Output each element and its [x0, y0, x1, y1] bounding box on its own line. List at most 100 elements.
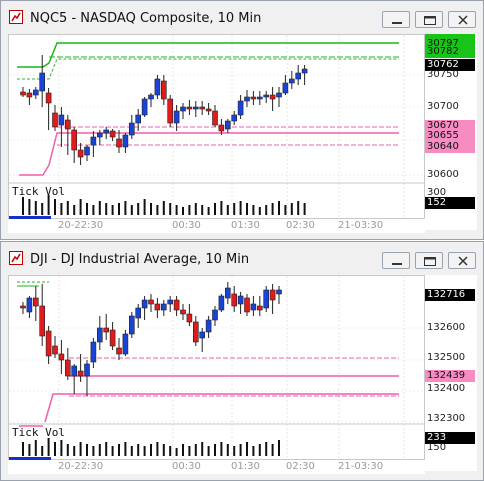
candle-up: [263, 94, 269, 98]
close-button[interactable]: [448, 11, 476, 28]
volume-bar: [162, 201, 165, 215]
candle-down: [154, 303, 161, 311]
volume-bar: [66, 201, 69, 215]
candle-up: [231, 114, 237, 122]
candle-down: [218, 124, 225, 132]
volume-bar: [239, 201, 242, 215]
time-tick: 01:30: [231, 220, 260, 231]
price-label: 132300: [427, 413, 466, 424]
level-badge-pink: 30670: [425, 120, 475, 132]
volume-bar: [73, 205, 76, 215]
volume-bar: [105, 203, 108, 215]
volume-bar: [111, 205, 114, 215]
time-tick: 01:30: [231, 461, 260, 472]
session-marker: [9, 216, 51, 219]
volume-bar: [47, 438, 50, 456]
volume-bar: [28, 199, 31, 215]
level-line-green: [17, 58, 399, 80]
volume-bar: [258, 444, 261, 456]
candle-down: [257, 305, 263, 311]
volume-bar: [34, 201, 37, 215]
volume-bar: [47, 195, 50, 215]
candle-down: [116, 138, 122, 148]
price-chart[interactable]: Tick Vol: [8, 275, 426, 461]
volume-bar: [220, 442, 223, 456]
candle-down: [52, 345, 58, 355]
volume-bar: [130, 205, 133, 215]
minimize-button[interactable]: [382, 11, 410, 28]
price-label: 30700: [427, 101, 459, 112]
volume-bar: [194, 203, 197, 215]
candle-up: [167, 299, 173, 305]
volume-bar: [246, 442, 248, 456]
price-plot-area: Tick Vol: [9, 35, 426, 220]
candle-up: [288, 78, 295, 84]
candle-down: [186, 106, 193, 110]
level-badge-pink: 30640: [425, 141, 475, 153]
candle-up: [97, 132, 103, 138]
maximize-button[interactable]: [415, 11, 443, 28]
time-tick: 20-22:30: [58, 220, 104, 231]
candle-down: [64, 359, 71, 377]
price-chart[interactable]: Tick Vol: [8, 34, 426, 220]
candle-up: [212, 309, 218, 321]
volume-bar: [182, 207, 184, 215]
volume-bar: [265, 442, 268, 456]
level-line-pink: [44, 393, 399, 423]
candle-up: [71, 365, 78, 377]
price-scale[interactable]: 30797 30782 30762 30750 30700 30670 3065…: [425, 34, 477, 230]
candle-up: [180, 106, 186, 112]
maximize-button[interactable]: [415, 252, 443, 269]
close-button[interactable]: [448, 252, 476, 269]
volume-bar: [207, 207, 210, 215]
title-bar[interactable]: DJI - DJ Industrial Average, 10 Min: [1, 242, 483, 275]
volume-bar: [214, 203, 216, 215]
volume-bar: [28, 444, 31, 456]
volume-bar: [201, 205, 204, 215]
candle-up: [244, 96, 250, 102]
volume-bar: [169, 203, 172, 215]
time-tick: 21-03:30: [338, 461, 384, 472]
volume-bar: [284, 205, 287, 215]
volume-label: Tick Vol: [12, 185, 65, 198]
volume-bar: [194, 444, 197, 456]
time-axis: 20-22:30 00:30 01:30 02:30 21-03:30: [8, 460, 425, 474]
candle-up: [225, 287, 231, 299]
candle-down: [180, 309, 186, 315]
candle-down: [269, 289, 276, 301]
volume-bar: [156, 442, 159, 456]
volume-bar: [79, 442, 82, 456]
chart-window-nasdaq: NQC5 - NASDAQ Composite, 10 Min Tick Vol…: [0, 0, 484, 240]
candle-down: [212, 110, 218, 126]
candle-down: [77, 370, 84, 377]
volume-bar: [60, 440, 63, 456]
price-plot-area: Tick Vol: [9, 276, 426, 461]
volume-scale-label: 300: [427, 187, 447, 198]
time-tick: 21-03:30: [338, 220, 384, 231]
volume-bar: [239, 444, 242, 456]
candle-up: [257, 96, 263, 100]
candle-down: [173, 299, 180, 311]
volume-bar: [188, 446, 191, 456]
volume-bar: [278, 440, 280, 456]
candle-up: [58, 114, 65, 126]
candle-down: [244, 297, 250, 313]
candle-up: [141, 98, 148, 116]
level-badge-pink: 30655: [425, 130, 475, 142]
minimize-button[interactable]: [382, 252, 410, 269]
volume-bar: [150, 444, 152, 456]
level-badge-green: 30782: [425, 46, 475, 58]
level-badge-pink: 132439: [425, 370, 475, 382]
title-bar[interactable]: NQC5 - NASDAQ Composite, 10 Min: [1, 1, 483, 34]
candle-down: [103, 327, 109, 333]
time-tick: 00:30: [172, 461, 201, 472]
candle-up: [141, 299, 148, 309]
candle-up: [26, 297, 33, 313]
price-scale[interactable]: 132716 132600 132500 132439 132400 13230…: [425, 275, 477, 471]
candle-up: [199, 331, 205, 339]
candle-down: [64, 119, 71, 130]
volume-bar: [98, 201, 101, 215]
volume-bar: [137, 444, 140, 456]
candle-up: [161, 303, 167, 311]
candle-down: [52, 112, 58, 128]
